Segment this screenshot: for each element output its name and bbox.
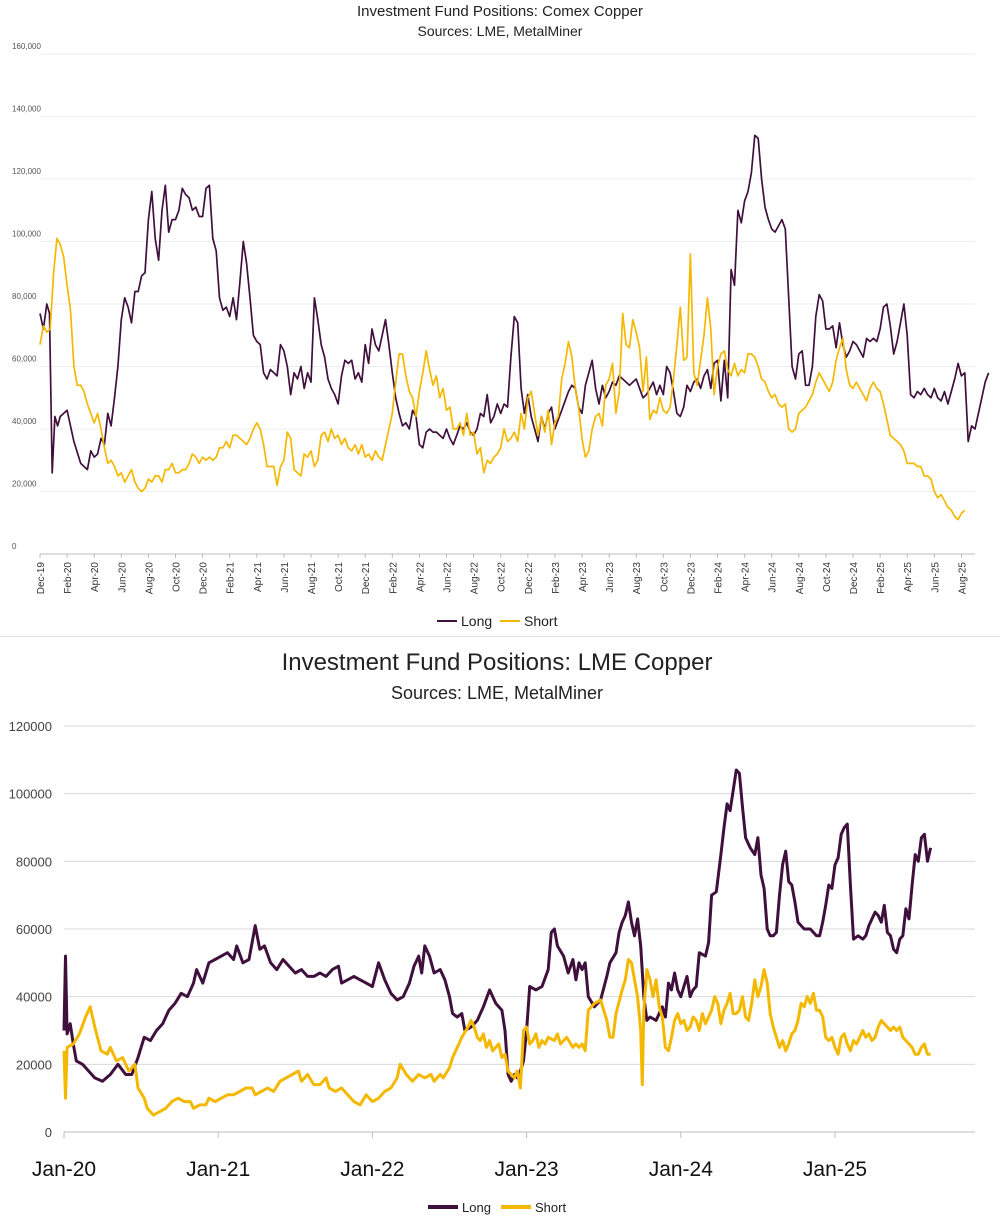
lme-chart: Investment Fund Positions: LME Copper So…	[0, 640, 1000, 1229]
comex-x-tick: Apr-25	[903, 562, 914, 592]
comex-x-tick: Apr-22	[415, 562, 426, 592]
comex-chart-subtitle: Sources: LME, MetalMiner	[418, 23, 583, 39]
comex-x-tick: Oct-23	[659, 562, 670, 592]
comex-x-tick: Jun-24	[768, 562, 779, 593]
comex-x-tick: Apr-21	[253, 562, 264, 592]
lme-y-tick: 0	[45, 1125, 52, 1140]
comex-x-tick: Dec-23	[686, 562, 697, 595]
comex-series-lines	[39, 134, 990, 521]
lme-gridlines	[63, 725, 975, 1138]
comex-x-tick: Feb-25	[876, 562, 887, 594]
comex-x-tick: Feb-24	[714, 562, 725, 594]
comex-x-tick: Apr-23	[578, 562, 589, 592]
comex-legend-short-label: Short	[524, 613, 558, 629]
lme-y-tick: 80000	[16, 854, 52, 869]
comex-y-tick: 160,000	[12, 42, 41, 51]
lme-legend-long-label: Long	[462, 1200, 491, 1215]
comex-x-tick: Oct-22	[497, 562, 508, 592]
comex-x-tick: Jun-23	[605, 562, 616, 593]
comex-x-tick: Oct-21	[334, 562, 345, 592]
lme-x-tick: Jan-22	[340, 1158, 404, 1181]
comex-x-tick: Dec-20	[199, 562, 210, 595]
comex-y-tick: 0	[12, 542, 17, 551]
comex-x-tick: Aug-23	[632, 562, 643, 595]
comex-x-tick: Apr-20	[90, 562, 101, 592]
comex-y-tick: 80,000	[12, 292, 37, 301]
comex-x-tick: Dec-21	[361, 562, 372, 595]
comex-series-short-line	[39, 237, 966, 521]
comex-x-tick: Aug-21	[307, 562, 318, 595]
lme-x-tick: Jan-23	[494, 1158, 558, 1181]
lme-y-tick: 20000	[16, 1057, 52, 1072]
comex-legend-long-label: Long	[461, 613, 492, 629]
comex-x-tick: Jun-22	[443, 562, 454, 593]
comex-y-tick: 120,000	[12, 167, 41, 176]
lme-series-lines	[62, 768, 933, 1117]
lme-y-tick: 120000	[9, 719, 52, 734]
comex-x-tick: Jun-21	[280, 562, 291, 593]
lme-y-tick: 60000	[16, 922, 52, 937]
lme-legend-short-label: Short	[535, 1200, 566, 1215]
comex-x-tick-labels: Dec-19 Feb-20 Apr-20 Jun-20 Aug-20 Oct-20 Dec-…	[36, 562, 968, 595]
lme-x-tick: Jan-25	[803, 1158, 867, 1181]
comex-x-tick: Jun-25	[930, 562, 941, 593]
comex-y-tick: 40,000	[12, 417, 37, 426]
lme-x-tick: Jan-21	[186, 1158, 250, 1181]
comex-x-tick: Oct-20	[172, 562, 183, 592]
comex-x-tick: Feb-20	[63, 562, 74, 594]
lme-y-tick: 40000	[16, 990, 52, 1005]
comex-x-tick: Aug-22	[470, 562, 481, 595]
lme-legend: Long Short	[428, 1200, 566, 1215]
lme-y-tick: 100000	[9, 787, 52, 802]
comex-y-tick: 60,000	[12, 355, 37, 364]
comex-x-tick: Feb-23	[551, 562, 562, 594]
comex-x-tick: Feb-21	[226, 562, 237, 594]
comex-x-tick: Aug-20	[144, 562, 155, 595]
lme-x-tick-labels: Jan-20 Jan-21 Jan-22 Jan-23 Jan-24 Jan-25	[32, 1158, 867, 1181]
comex-x-tick: Dec-22	[524, 562, 535, 595]
lme-series-short-line	[62, 958, 931, 1117]
comex-legend: Long Short	[437, 613, 558, 629]
comex-series-long-line	[39, 134, 990, 474]
lme-chart-svg: Investment Fund Positions: LME Copper So…	[9, 649, 975, 1215]
lme-x-tick: Jan-20	[32, 1158, 96, 1181]
comex-y-tick: 20,000	[12, 480, 37, 489]
comex-x-tick: Aug-25	[957, 562, 968, 595]
comex-x-tick: Feb-22	[388, 562, 399, 594]
comex-x-tick: Jun-20	[117, 562, 128, 593]
lme-chart-subtitle: Sources: LME, MetalMiner	[391, 683, 603, 703]
lme-series-long-line	[62, 768, 933, 1083]
comex-y-tick-labels: 0 20,000 40,000 60,000 80,000 100,000 120,000 1…	[12, 42, 41, 551]
comex-x-tick: Oct-24	[822, 562, 833, 592]
comex-gridlines	[39, 53, 975, 558]
comex-x-tick: Dec-24	[849, 562, 860, 595]
comex-y-tick: 100,000	[12, 230, 41, 239]
comex-chart-title: Investment Fund Positions: Comex Copper	[357, 3, 643, 20]
comex-x-tick: Aug-24	[795, 562, 806, 595]
comex-y-tick: 140,000	[12, 105, 41, 114]
lme-x-tick: Jan-24	[649, 1158, 714, 1181]
lme-y-tick-labels: 0 20000 40000 60000 80000 100000 120000	[9, 719, 52, 1140]
comex-chart-svg: Investment Fund Positions: Comex Copper …	[12, 3, 990, 629]
comex-x-tick: Dec-19	[36, 562, 47, 595]
comex-chart: Investment Fund Positions: Comex Copper …	[0, 3, 1000, 637]
lme-chart-title: Investment Fund Positions: LME Copper	[282, 649, 713, 676]
comex-x-tick: Apr-24	[741, 562, 752, 592]
